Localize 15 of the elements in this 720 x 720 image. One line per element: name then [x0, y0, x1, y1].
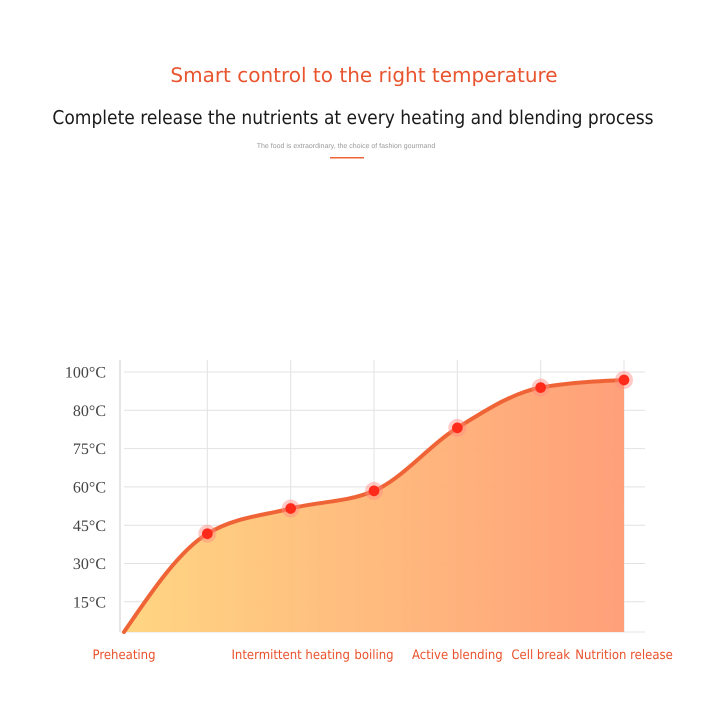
text: 15°C — [72, 594, 106, 612]
chart-title: Smart control to the right temperature — [170, 63, 558, 87]
text: 100°C — [64, 364, 106, 382]
x-tick-label: Active blending — [412, 648, 503, 664]
text: 30°C — [72, 556, 106, 574]
x-tick-label: Nutrition release — [575, 648, 673, 664]
text: 80°C — [72, 402, 106, 420]
x-tick-label: boiling — [354, 648, 394, 664]
x-tick-label: Intermittent heating — [231, 648, 350, 664]
text: 75°C — [72, 441, 106, 458]
x-tick-label: Preheating — [92, 648, 156, 664]
text: 45°C — [72, 518, 106, 535]
x-tick-label: Cell break — [511, 648, 570, 664]
chart-subtitle: Complete release the nutrients at every heating and blending process — [52, 107, 654, 129]
text: 60°C — [72, 480, 106, 496]
